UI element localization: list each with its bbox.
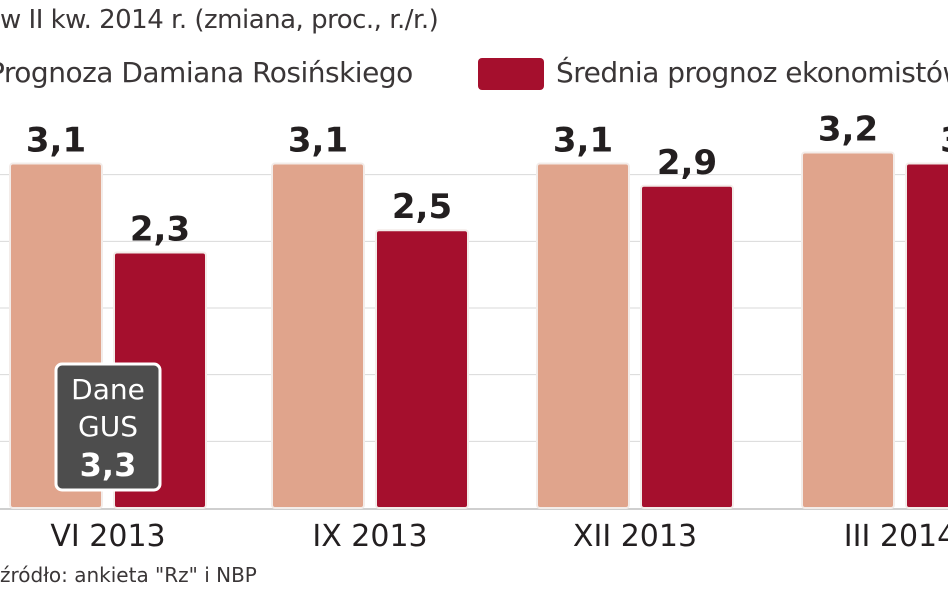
gus-annotation-line2: GUS — [78, 410, 138, 443]
x-tick-label-3: III 2014 — [844, 519, 948, 554]
x-tick-label-2: XII 2013 — [573, 519, 697, 554]
data-label-forecast-3: 3,2 — [818, 109, 878, 149]
data-label-forecast-0: 3,1 — [26, 121, 86, 161]
x-tick-label-1: IX 2013 — [312, 519, 427, 554]
legend: Prognoza Damiana Rosińskiego Średnia pro… — [0, 50, 948, 96]
chart-title: w II kw. 2014 r. (zmiana, proc., r./r.) — [0, 5, 439, 35]
data-label-forecast-2: 3,1 — [553, 121, 613, 161]
gus-annotation-value: 3,3 — [80, 446, 137, 484]
data-label-forecast-1: 3,1 — [288, 121, 348, 161]
data-label-average-2: 2,9 — [657, 143, 717, 183]
bar-average-3 — [905, 162, 948, 509]
data-label-average-0: 2,3 — [130, 209, 190, 249]
data-label-average-3: 3 — [940, 121, 948, 161]
legend-item-average: Średnia prognoz ekonomistów — [556, 50, 948, 96]
legend-swatch-average — [478, 58, 544, 90]
data-label-average-1: 2,5 — [392, 187, 452, 227]
gus-annotation-box — [54, 362, 162, 492]
bar-average-1 — [375, 229, 469, 509]
bar-forecast-1 — [271, 162, 365, 510]
legend-label-forecast: Prognoza Damiana Rosińskiego — [0, 56, 413, 89]
source-note: źródło: ankieta "Rz" i NBP — [0, 563, 257, 587]
bar-forecast-2 — [536, 162, 630, 510]
gus-annotation-line1: Dane — [71, 373, 145, 406]
x-tick-label-0: VI 2013 — [50, 519, 165, 554]
bar-average-2 — [640, 184, 734, 509]
bar-forecast-3 — [801, 151, 895, 509]
legend-label-average: Średnia prognoz ekonomistów — [556, 56, 948, 89]
